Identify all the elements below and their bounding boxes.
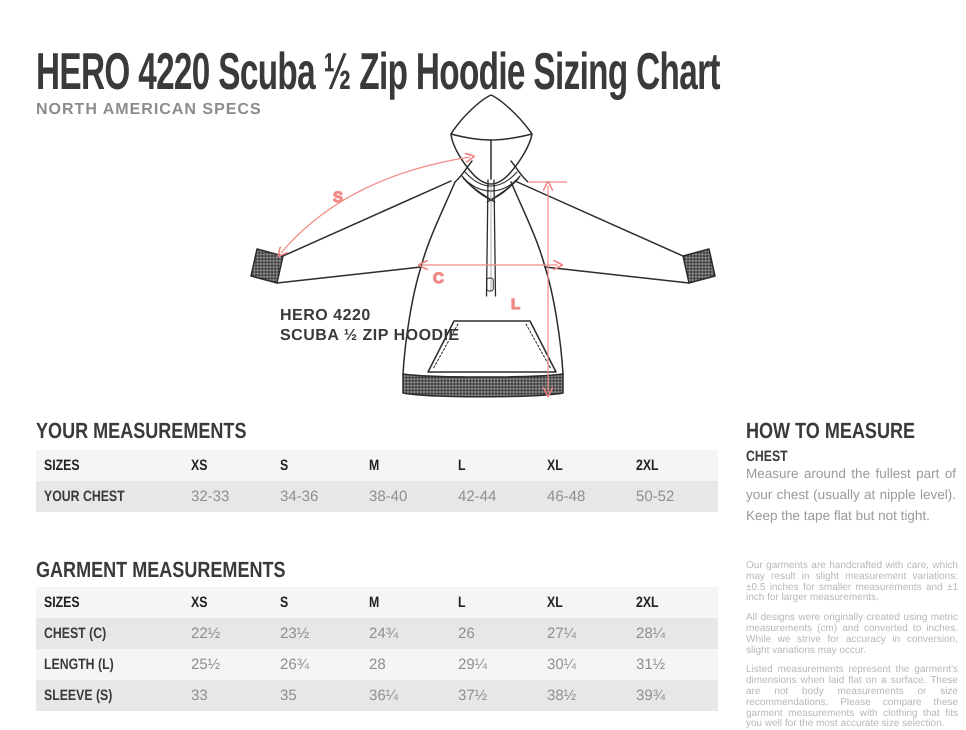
svg-text:L: L [511, 296, 520, 313]
svg-text:SCUBA ½ ZIP HOODIE: SCUBA ½ ZIP HOODIE [280, 327, 460, 344]
svg-text:C: C [433, 270, 444, 287]
svg-text:S: S [333, 189, 343, 206]
svg-text:HERO 4220: HERO 4220 [280, 307, 371, 324]
